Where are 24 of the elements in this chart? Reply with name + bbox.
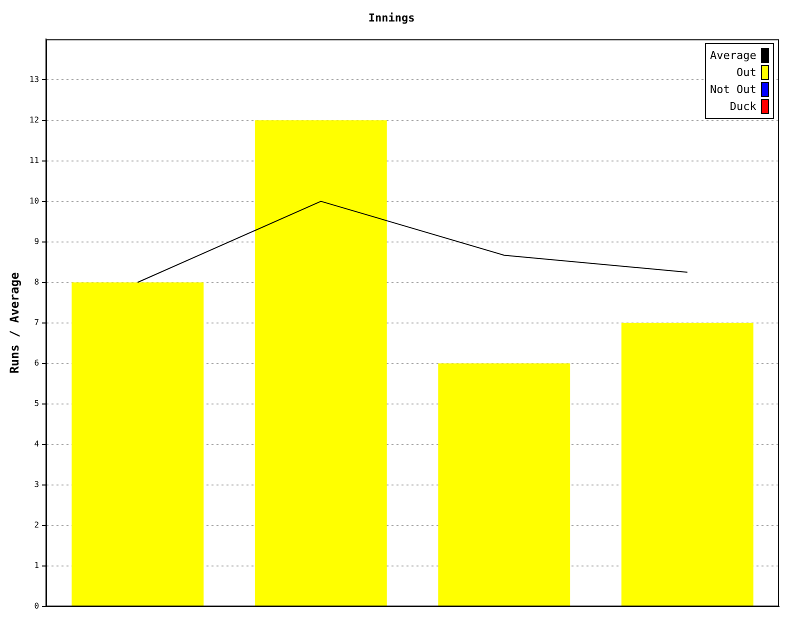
y-tick-label: 8: [34, 277, 40, 286]
y-tick-label: 1: [34, 561, 40, 570]
legend-label: Average: [710, 49, 756, 62]
chart-title: Innings: [368, 11, 415, 24]
y-tick-label: 6: [34, 358, 40, 368]
legend-label: Not Out: [710, 83, 756, 96]
y-tick-label: 12: [29, 115, 40, 124]
y-tick-label: 0: [34, 602, 40, 611]
y-tick-label: 11: [29, 156, 40, 165]
legend-label: Out: [736, 66, 756, 80]
y-tick-label: 2: [34, 520, 40, 530]
y-tick-label: 9: [34, 236, 40, 246]
bar: [254, 120, 387, 606]
y-tick-label: 10: [29, 196, 40, 206]
legend-label: Duck: [730, 100, 756, 114]
y-axis-title: Runs / Average: [7, 272, 22, 374]
bar: [72, 282, 204, 606]
y-tick-label: 5: [34, 399, 40, 408]
y-tick-label: 13: [29, 74, 40, 84]
y-tick-label: 4: [34, 440, 40, 449]
bar: [438, 363, 570, 606]
bar: [621, 322, 754, 606]
y-tick-label: 3: [34, 480, 40, 490]
y-tick-label: 7: [34, 318, 40, 327]
